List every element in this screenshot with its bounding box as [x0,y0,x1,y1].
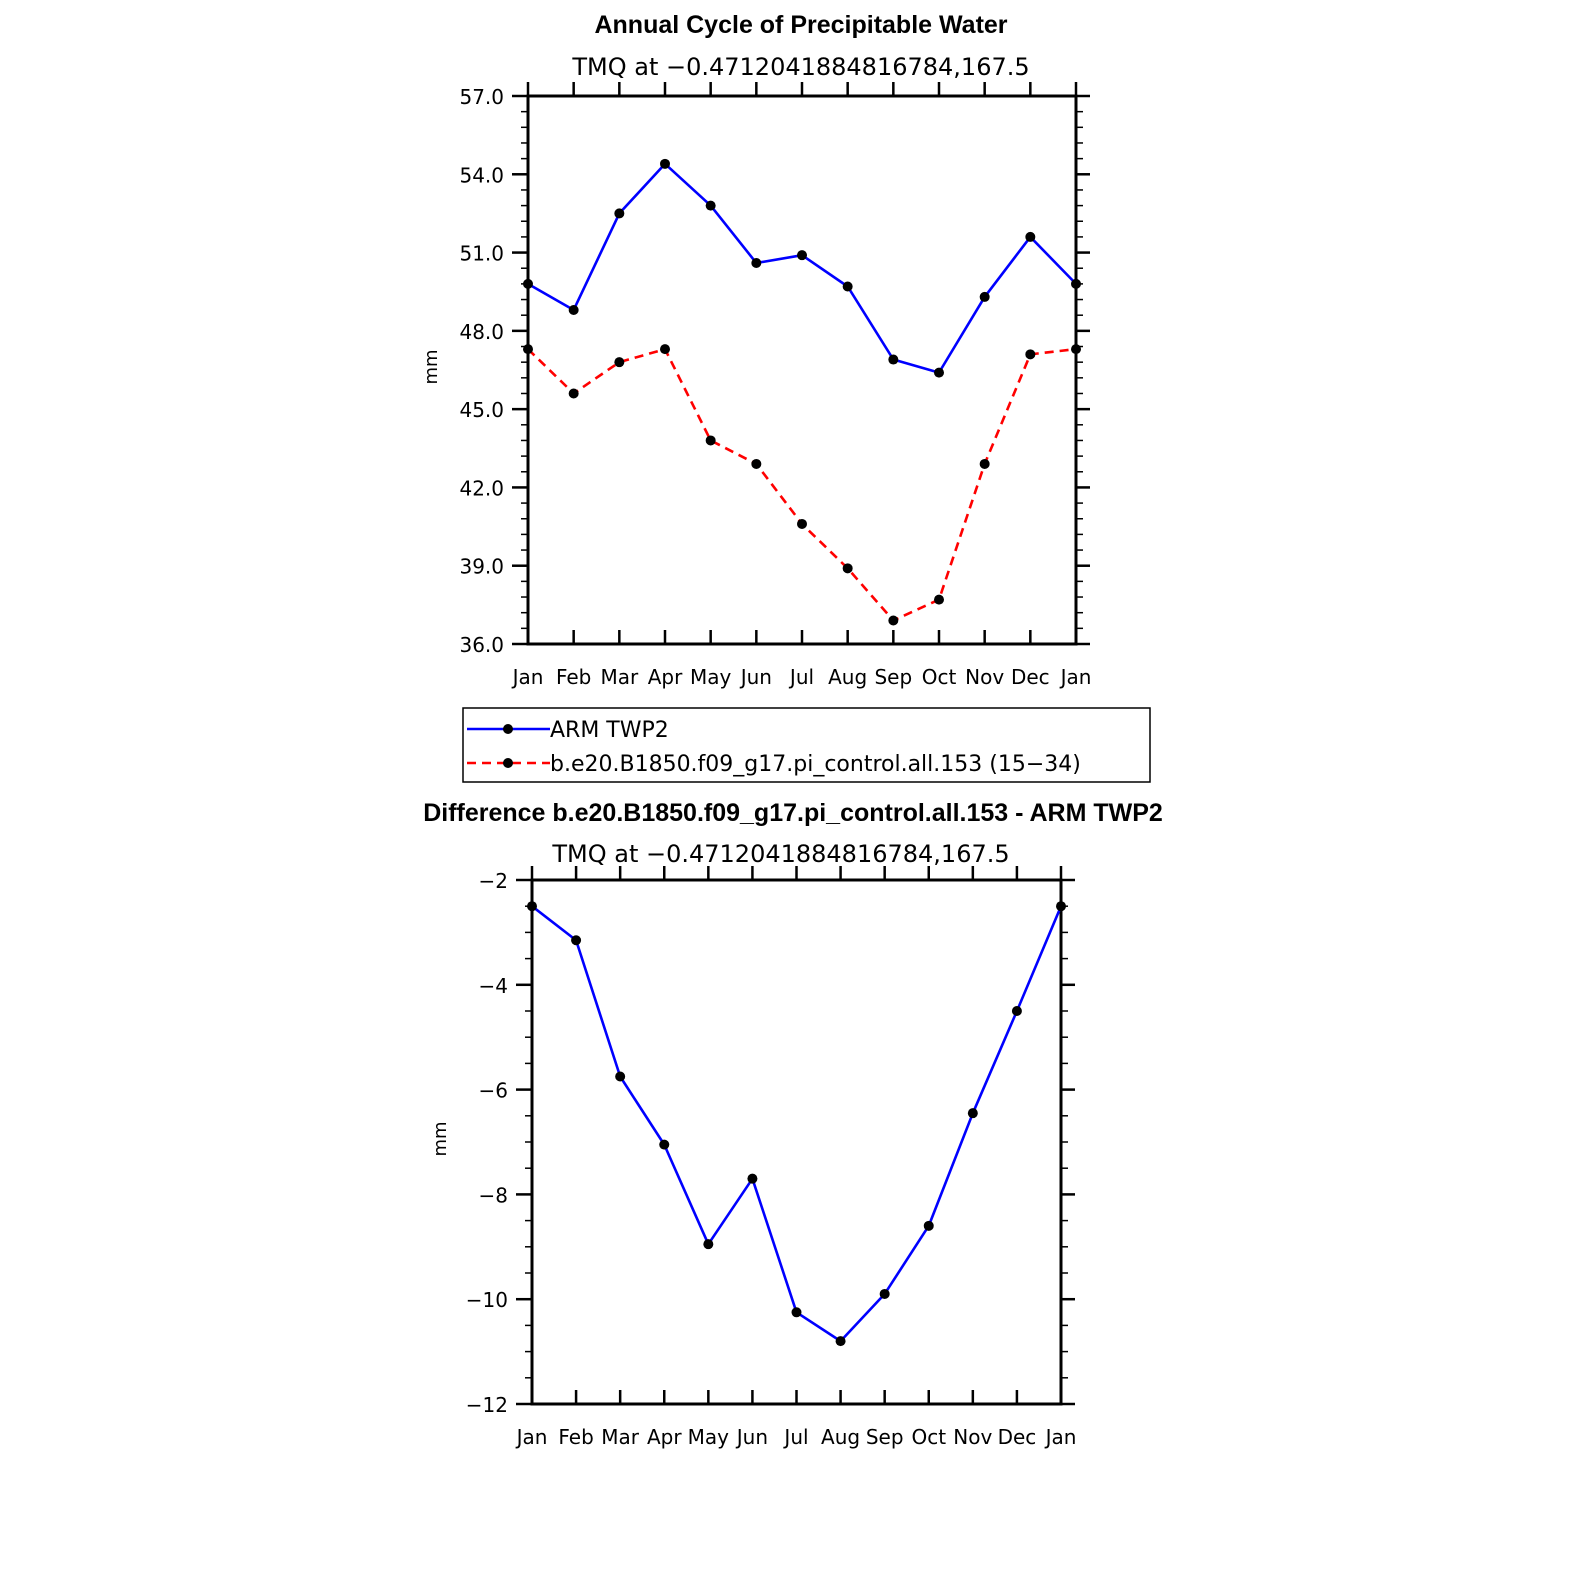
chart1-data-point [705,435,716,446]
chart1-ytick-label: 54.0 [459,163,504,187]
chart1-ytick-label: 57.0 [459,85,504,109]
chart1-data-point [979,291,990,302]
chart1-xtick-label: Feb [556,665,591,689]
chart2-data-point [527,901,537,912]
chart2-data-point [615,1071,626,1082]
chart2-xtick-label: Dec [998,1425,1037,1449]
chart2-xtick-label: Feb [558,1425,593,1449]
chart2-data-point [703,1239,714,1250]
chart2-xtick-label: Jun [735,1425,768,1449]
chart2-data-point [571,935,582,946]
chart1-data-point [705,200,716,211]
difference-chart: Difference b.e20.B1850.f09_g17.pi_contro… [423,799,1163,1449]
chart1-xtick-label: Dec [1011,665,1050,689]
chart2-data-point [747,1173,758,1184]
chart2-data-point [923,1220,934,1231]
chart2-xtick-label: Oct [911,1425,946,1449]
chart2-ytick-label: −2 [479,869,508,893]
chart1-data-point [888,615,899,626]
chart1-xtick-label: Mar [600,665,639,689]
chart1-ytick-label: 45.0 [459,398,504,422]
chart1-xtick-label: Jun [739,665,772,689]
chart1-series-line-0 [527,162,1077,374]
chart1-subtitle: TMQ at −0.4712041884816784,167.5 [571,53,1029,81]
chart1-data-point [934,594,944,605]
chart2-ytick-label: −12 [466,1393,508,1417]
chart2-data-point [791,1307,802,1318]
chart1-ytick-label: 51.0 [459,242,504,266]
chart2-data-point [967,1108,978,1119]
chart1-data-point [979,458,990,469]
chart1-data-point [888,354,899,365]
chart1-data-point [751,258,762,269]
chart1-xtick-label: May [690,665,732,689]
chart2-series-line-0 [531,905,1063,1343]
chart1-data-point [1025,231,1036,242]
chart2-xtick-label: Mar [601,1425,640,1449]
chart1-data-point [523,278,533,289]
chart1-xtick-label: Aug [828,665,867,689]
chart1-data-point [797,250,807,261]
chart2-data-point [879,1288,890,1299]
chart2-data-point [1011,1006,1022,1016]
chart2-xtick-label: Aug [821,1425,860,1449]
chart2-xtick-label: Jan [1044,1425,1077,1449]
chart2-ytick-label: −8 [479,1183,508,1207]
chart1-data-point [1071,344,1081,355]
chart2-ylabel: mm [430,1121,451,1156]
chart2-xtick-label: Nov [953,1425,992,1449]
chart2-xtick-label: Jul [782,1425,808,1449]
annual-cycle-chart: Annual Cycle of Precipitable Water TMQ a… [421,11,1091,689]
legend: ARM TWP2 b.e20.B1850.f09_g17.pi_control.… [462,707,1151,783]
chart1-ylabel: mm [421,349,442,384]
chart1-data-point [568,304,579,315]
legend-marker-model [503,758,513,768]
chart1-data-point [523,344,533,355]
chart1-ytick-label: 39.0 [459,555,504,579]
legend-label-arm: ARM TWP2 [550,718,669,743]
chart1-data-point [1025,349,1036,360]
chart1-data-point [568,388,579,399]
chart1-title: Annual Cycle of Precipitable Water [594,11,1007,39]
chart1-ytick-label: 48.0 [459,320,504,344]
chart1-series-line-1 [527,347,1077,622]
chart1-data-point [1071,278,1081,289]
chart2-data-point [1056,901,1066,912]
chart1-xtick-label: Oct [922,665,957,689]
chart1-data-point [842,563,853,574]
chart1-ytick-label: 42.0 [459,476,504,500]
chart2-data-point [835,1336,846,1347]
chart2-ytick-label: −10 [466,1288,508,1312]
legend-label-model: b.e20.B1850.f09_g17.pi_control.all.153 (… [550,752,1081,777]
chart1-data-point [751,458,762,469]
chart2-xtick-label: May [688,1425,730,1449]
chart2-title: Difference b.e20.B1850.f09_g17.pi_contro… [423,799,1163,827]
chart1-data-point [614,208,625,219]
chart1-xtick-label: Apr [648,665,683,689]
chart1-xtick-label: Jul [788,665,814,689]
chart2-ytick-label: −4 [479,974,508,998]
chart1-data-point [842,281,853,292]
chart2-xtick-label: Jan [515,1425,548,1449]
chart2-xtick-label: Sep [866,1425,904,1449]
chart2-xtick-label: Apr [647,1425,682,1449]
chart2-ytick-label: −6 [479,1079,508,1103]
chart1-data-point [660,344,670,355]
chart2-data-point [659,1139,670,1150]
legend-box [462,707,1151,783]
chart2-plot-frame [530,878,1063,1406]
chart1-xtick-label: Jan [511,665,544,689]
legend-marker-arm [503,724,513,734]
chart2-subtitle: TMQ at −0.4712041884816784,167.5 [551,840,1009,868]
chart1-xtick-label: Sep [874,665,912,689]
chart1-xtick-label: Nov [965,665,1004,689]
chart1-data-point [797,518,807,529]
chart1-ytick-label: 36.0 [459,633,504,657]
chart1-data-point [614,357,625,368]
chart1-data-point [934,367,944,378]
chart1-xtick-label: Jan [1059,665,1092,689]
chart1-data-point [660,158,670,169]
